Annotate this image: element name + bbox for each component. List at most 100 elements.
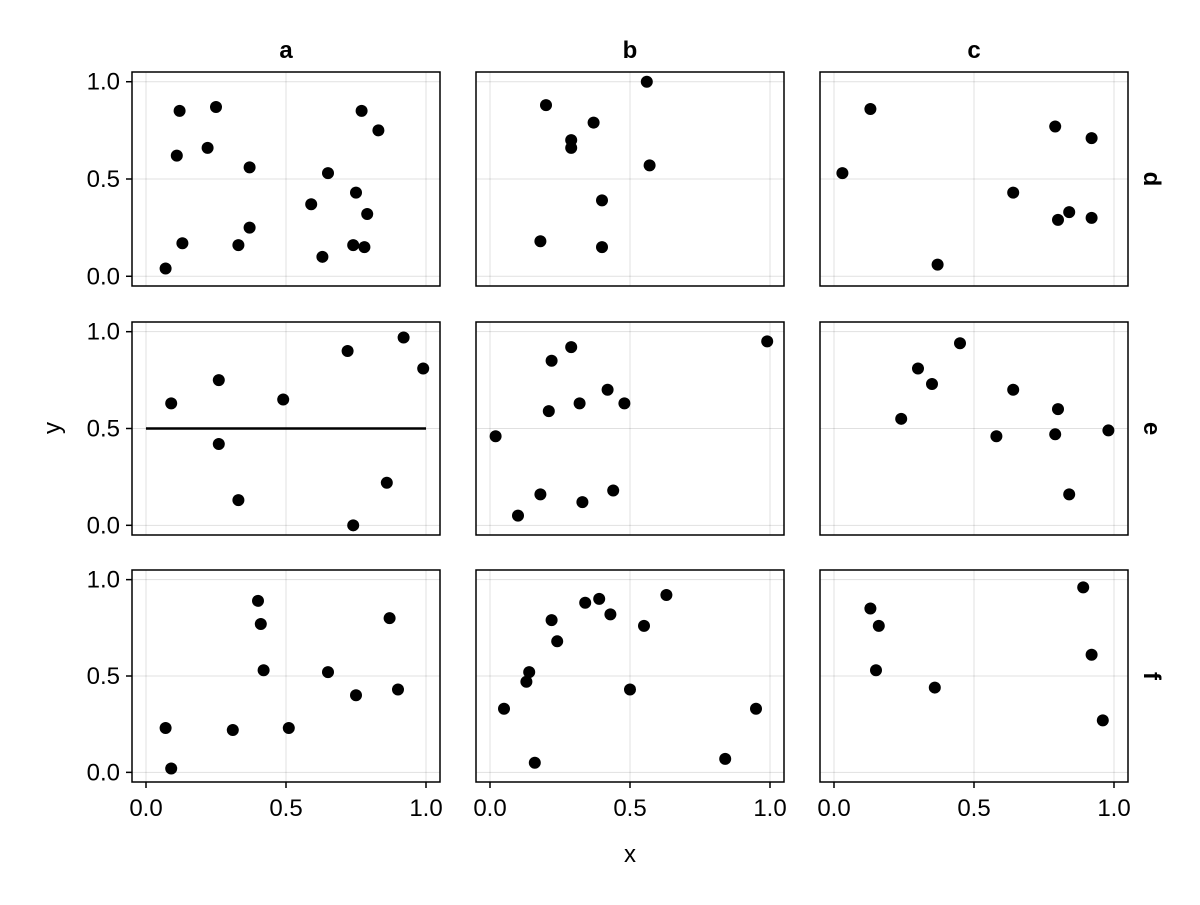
scatter-point bbox=[350, 689, 362, 702]
scatter-point bbox=[277, 393, 290, 406]
scatter-point bbox=[392, 683, 404, 696]
scatter-point bbox=[542, 405, 555, 418]
x-tick-label: 0.5 bbox=[613, 795, 646, 822]
scatter-point bbox=[573, 397, 586, 410]
y-axis-title: y bbox=[39, 422, 66, 434]
scatter-point bbox=[210, 101, 222, 114]
scatter-point bbox=[601, 383, 614, 396]
scatter-point bbox=[587, 116, 600, 129]
panel-frame-c-d bbox=[819, 71, 1129, 287]
scatter-point bbox=[836, 167, 849, 180]
scatter-point bbox=[1049, 120, 1062, 133]
scatter-point bbox=[159, 262, 172, 275]
scatter-point bbox=[565, 341, 578, 354]
scatter-point bbox=[201, 141, 214, 154]
scatter-point bbox=[596, 194, 608, 207]
scatter-point bbox=[596, 241, 608, 254]
scatter-point bbox=[624, 683, 636, 696]
scatter-point bbox=[1052, 403, 1064, 416]
scatter-point bbox=[1049, 428, 1062, 441]
x-axis-title: x bbox=[624, 841, 636, 868]
scatter-point bbox=[643, 159, 656, 172]
scatter-point bbox=[604, 608, 617, 621]
x-tick-label: 0.5 bbox=[957, 795, 990, 822]
scatter-point bbox=[372, 124, 385, 137]
scatter-point bbox=[528, 756, 541, 769]
scatter-point bbox=[1085, 132, 1098, 145]
scatter-point bbox=[864, 102, 877, 115]
scatter-point bbox=[512, 509, 524, 522]
scatter-point bbox=[243, 161, 256, 174]
scatter-point bbox=[305, 198, 318, 211]
scatter-point bbox=[489, 430, 502, 443]
scatter-point bbox=[540, 99, 552, 112]
scatter-point bbox=[176, 237, 189, 250]
scatter-point bbox=[931, 258, 944, 271]
scatter-point bbox=[1063, 206, 1076, 219]
x-tick-label: 0.0 bbox=[129, 795, 162, 822]
scatter-point bbox=[232, 239, 245, 252]
x-tick-label: 1.0 bbox=[753, 795, 786, 822]
scatter-point bbox=[864, 602, 877, 615]
x-tick-label: 0.0 bbox=[473, 795, 506, 822]
scatter-point bbox=[361, 208, 374, 221]
column-facet-label: c bbox=[967, 37, 980, 64]
scatter-point bbox=[872, 619, 885, 632]
scatter-point bbox=[358, 241, 371, 254]
scatter-point bbox=[165, 397, 178, 410]
scatter-point bbox=[316, 250, 329, 263]
scatter-point bbox=[954, 337, 966, 350]
scatter-point bbox=[545, 354, 558, 367]
panel-frame-b-e bbox=[475, 321, 785, 536]
scatter-point bbox=[322, 167, 334, 180]
scatter-point bbox=[1052, 213, 1064, 226]
column-facet-label: b bbox=[623, 37, 638, 64]
scatter-point bbox=[926, 377, 938, 390]
scatter-point bbox=[593, 592, 606, 605]
scatter-point bbox=[252, 594, 264, 607]
x-tick-label: 0.5 bbox=[269, 795, 302, 822]
scatter-point bbox=[383, 612, 396, 625]
scatter-point bbox=[341, 345, 354, 358]
scatter-point bbox=[498, 702, 510, 715]
y-tick-label: 1.0 bbox=[87, 567, 120, 594]
scatter-point bbox=[355, 104, 368, 117]
scatter-point bbox=[1096, 714, 1109, 727]
x-tick-label: 1.0 bbox=[409, 795, 442, 822]
scatter-point bbox=[1085, 648, 1098, 661]
scatter-point bbox=[1102, 424, 1115, 437]
scatter-point bbox=[1007, 383, 1020, 396]
scatter-point bbox=[576, 496, 589, 509]
y-tick-label: 0.0 bbox=[87, 759, 120, 786]
scatter-point bbox=[638, 619, 650, 632]
scatter-point bbox=[607, 484, 620, 497]
y-tick-label: 0.5 bbox=[87, 416, 120, 443]
scatter-point bbox=[990, 430, 1003, 443]
scatter-point bbox=[520, 675, 533, 688]
scatter-point bbox=[173, 104, 186, 117]
scatter-point bbox=[282, 722, 295, 735]
scatter-point bbox=[534, 235, 547, 248]
row-facet-label: e bbox=[1138, 422, 1165, 435]
column-facet-label: a bbox=[279, 37, 293, 64]
scatter-point bbox=[895, 412, 908, 425]
y-tick-label: 0.5 bbox=[87, 663, 120, 690]
panel-frame-c-e bbox=[819, 321, 1129, 536]
scatter-point bbox=[750, 702, 762, 715]
scatter-point bbox=[170, 149, 183, 162]
scatter-point bbox=[1077, 581, 1090, 594]
y-tick-label: 1.0 bbox=[87, 319, 120, 346]
scatter-point bbox=[761, 335, 774, 348]
scatter-point bbox=[226, 723, 239, 736]
scatter-point bbox=[380, 476, 393, 489]
x-tick-label: 1.0 bbox=[1097, 795, 1130, 822]
scatter-point bbox=[350, 186, 362, 199]
scatter-point bbox=[159, 722, 172, 735]
scatter-point bbox=[257, 664, 270, 677]
scatter-point bbox=[660, 589, 673, 602]
scatter-point bbox=[212, 374, 225, 387]
scatter-point bbox=[912, 362, 924, 375]
y-tick-label: 0.0 bbox=[87, 263, 120, 290]
scatter-point bbox=[551, 635, 564, 648]
